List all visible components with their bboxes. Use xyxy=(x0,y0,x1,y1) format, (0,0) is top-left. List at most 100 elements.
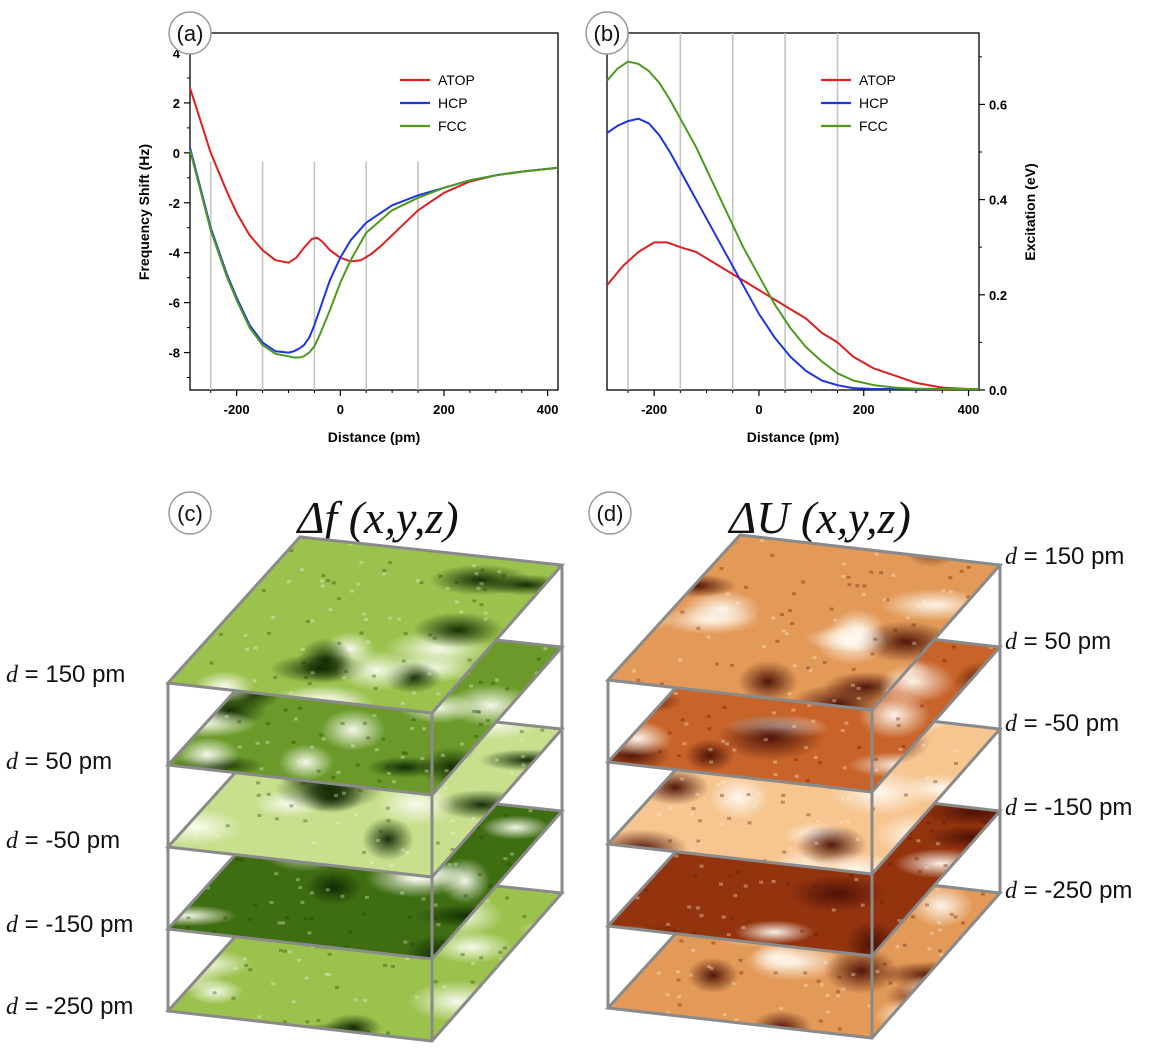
slice-speckle xyxy=(610,946,615,950)
slice-feature xyxy=(640,769,710,806)
panel-title-d: ΔU (x,y,z) xyxy=(727,492,911,543)
depth-label-c-0: d = 150 pm xyxy=(6,661,125,688)
slice-speckle xyxy=(223,916,228,920)
chart-a: -200 0 200 400 4 2 0 -2 -4 -6 -8 ATOP HCP FCC Distan… xyxy=(136,11,559,445)
slice-speckle xyxy=(296,760,301,764)
slice-speckle xyxy=(954,749,959,753)
slice-speckle xyxy=(940,798,945,802)
slice-speckle xyxy=(980,892,985,896)
slice-speckle xyxy=(256,781,261,785)
slice-speckle xyxy=(888,981,893,985)
slice-speckle xyxy=(823,960,828,964)
slice-speckle xyxy=(991,695,996,699)
slice-speckle xyxy=(444,769,449,773)
slice-speckle xyxy=(982,671,987,675)
panel-label-circle-b xyxy=(585,11,629,55)
slice-speckle xyxy=(860,903,865,907)
slice-speckle xyxy=(189,887,194,891)
slice-speckle xyxy=(911,915,916,919)
slice-speckle xyxy=(666,1011,671,1015)
slice-speckle xyxy=(914,857,919,861)
y-tick-label: 0.6 xyxy=(989,97,1007,112)
legend-label: FCC xyxy=(438,118,467,134)
slice-speckle xyxy=(873,757,878,761)
legend-a: ATOP HCP FCC xyxy=(400,72,475,134)
slice-speckle xyxy=(427,672,432,676)
slice-speckle xyxy=(706,635,711,639)
slice-speckle xyxy=(361,612,366,616)
slice-speckle xyxy=(743,884,748,888)
slice-speckle xyxy=(544,752,549,756)
slice-speckle xyxy=(173,992,178,996)
slice-speckle xyxy=(404,850,409,854)
slice-speckle xyxy=(299,568,304,572)
slice-speckle xyxy=(770,553,775,557)
depth-label-c-4: d = -250 pm xyxy=(6,993,133,1020)
slice-speckle xyxy=(193,543,198,547)
slice-speckle xyxy=(806,666,811,670)
slice-speckle xyxy=(644,888,649,892)
slice-speckle xyxy=(959,569,964,573)
slice-speckle xyxy=(631,694,636,698)
y-tick-label: 0.0 xyxy=(989,383,1007,398)
slice-speckle xyxy=(726,933,731,937)
slice-speckle xyxy=(253,903,258,907)
slice-speckle xyxy=(247,917,252,921)
x-axis-title-a: Distance (pm) xyxy=(328,429,421,445)
slice-speckle xyxy=(224,715,229,719)
slice-speckle xyxy=(243,633,248,637)
slice-speckle xyxy=(646,1029,651,1033)
slice-speckle xyxy=(556,640,561,644)
slice-speckle xyxy=(401,659,406,663)
slice-speckle xyxy=(392,780,397,784)
slice-speckle xyxy=(400,891,405,895)
slice-speckle xyxy=(376,838,381,842)
slice-speckle xyxy=(494,758,499,762)
slice-speckle xyxy=(536,795,541,799)
slice-speckle xyxy=(847,583,852,587)
slice-speckle xyxy=(729,663,734,667)
slice-speckle xyxy=(875,969,880,973)
slice-feature xyxy=(608,605,675,635)
slice-speckle xyxy=(558,910,562,914)
slice-speckle xyxy=(522,914,527,918)
slice-speckle xyxy=(242,957,247,961)
slice-speckle xyxy=(781,793,786,797)
slice-speckle xyxy=(674,854,679,858)
slice-speckle xyxy=(475,826,480,830)
slice-speckle xyxy=(463,894,468,898)
slice-speckle xyxy=(676,754,681,758)
slice-speckle xyxy=(208,558,213,562)
slice-speckle xyxy=(805,779,810,783)
slice-speckle xyxy=(288,691,293,695)
slice-speckle xyxy=(738,958,743,962)
slice-speckle xyxy=(692,1034,697,1038)
panel-d: (d) ΔU (x,y,z) xyxy=(588,491,1004,1040)
slice-speckle xyxy=(539,1028,544,1032)
slice-speckle xyxy=(983,635,988,639)
slice-speckle xyxy=(483,588,488,592)
slice-speckle xyxy=(903,793,908,797)
slice-speckle xyxy=(731,981,736,985)
slice-speckle xyxy=(929,931,934,935)
slice-speckle xyxy=(781,629,786,633)
slice-speckle xyxy=(561,1013,562,1017)
slice-speckle xyxy=(959,884,964,888)
slice-speckle xyxy=(812,656,817,660)
slice-speckle xyxy=(785,882,790,886)
slice-speckle xyxy=(203,583,208,587)
slice-speckle xyxy=(696,839,701,843)
slice-speckle xyxy=(405,957,410,961)
slice-speckle xyxy=(278,948,283,952)
slice-speckle xyxy=(289,804,294,808)
slice-speckle xyxy=(620,792,625,796)
slice-speckle xyxy=(819,983,824,987)
slice-speckle xyxy=(382,568,387,572)
slice-feature xyxy=(959,984,1000,1015)
slice-speckle xyxy=(400,848,405,852)
slice-speckle xyxy=(495,678,500,682)
slice-speckle xyxy=(966,565,971,569)
slice-speckle xyxy=(856,696,861,700)
slice-speckle xyxy=(424,769,429,773)
slice-speckle xyxy=(433,980,438,984)
